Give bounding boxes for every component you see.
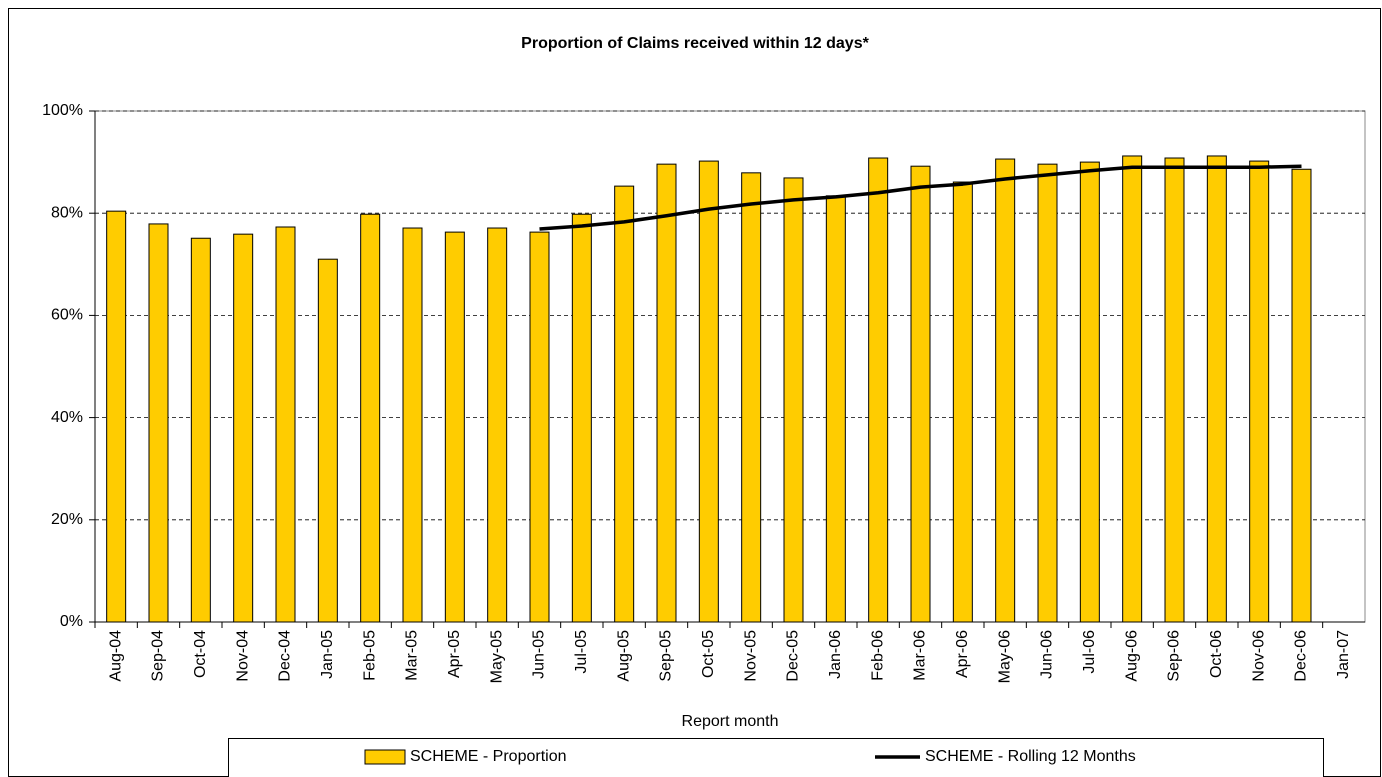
x-tick-label: Dec-04 (277, 630, 294, 682)
x-tick-label: Nov-06 (1250, 630, 1267, 682)
x-tick-label: Sep-04 (150, 630, 167, 682)
y-tick-label: 40% (51, 409, 83, 426)
legend-label: SCHEME - Proportion (410, 748, 567, 765)
x-tick-label: Jun-06 (1039, 630, 1056, 679)
y-tick-label: 20% (51, 511, 83, 528)
x-tick-label: Jul-06 (1081, 630, 1098, 674)
bar (698, 160, 719, 623)
x-tick-label: Sep-05 (658, 630, 675, 682)
x-tick-label: Feb-05 (361, 630, 378, 681)
bar (360, 213, 381, 623)
x-tick-label: Sep-06 (1166, 630, 1183, 682)
bar (868, 157, 889, 623)
x-tick-label: Oct-05 (700, 630, 717, 678)
bar (571, 213, 592, 623)
x-axis-label: Report month (682, 713, 779, 730)
bar (995, 158, 1016, 623)
x-tick-label: Dec-05 (785, 630, 802, 682)
x-tick-label: Dec-06 (1293, 630, 1310, 682)
bar (444, 231, 465, 623)
line (539, 164, 1302, 231)
x-tick-label: Oct-04 (192, 630, 209, 678)
bar (1164, 157, 1185, 623)
x-tick-label: Nov-04 (234, 630, 251, 682)
x-tick-label: May-05 (488, 630, 505, 683)
x-tick-label: Jan-06 (827, 630, 844, 679)
x-tick-label: Aug-06 (1123, 630, 1140, 682)
x-tick-label: Jan-05 (319, 630, 336, 679)
bar (825, 195, 846, 623)
bar (1122, 155, 1143, 623)
bar (614, 185, 635, 623)
x-tick-label: Apr-05 (446, 630, 463, 678)
x-tick-label: Feb-06 (869, 630, 886, 681)
x-tick-label: Jul-05 (573, 630, 590, 674)
bar (783, 177, 804, 623)
bar (741, 172, 762, 623)
bar (1291, 168, 1312, 623)
x-tick-label: Mar-06 (912, 630, 929, 681)
bar (1079, 161, 1100, 623)
bar (952, 181, 973, 623)
x-tick-label: Aug-05 (615, 630, 632, 682)
bar (910, 165, 931, 623)
y-tick-label: 100% (42, 102, 83, 119)
x-tick-label: Nov-05 (742, 630, 759, 682)
y-tick-label: 80% (51, 204, 83, 221)
x-tick-label: Aug-04 (107, 630, 124, 682)
x-tick-label: Apr-06 (954, 630, 971, 678)
x-tick-label: Mar-05 (404, 630, 421, 681)
bar (529, 231, 550, 623)
x-tick-label: Oct-06 (1208, 630, 1225, 678)
bar (148, 223, 169, 623)
bar (402, 227, 423, 623)
chart-title: Proportion of Claims received within 12 … (521, 35, 869, 52)
bar (190, 237, 211, 623)
y-tick-label: 60% (51, 307, 83, 324)
x-tick-label: Jan-07 (1335, 630, 1352, 679)
bar (1037, 163, 1058, 623)
legend-label: SCHEME - Rolling 12 Months (925, 748, 1136, 765)
bar (233, 233, 254, 623)
bar (317, 258, 338, 623)
x-tick-label: Jun-05 (531, 630, 548, 679)
y-tick-label: 0% (60, 613, 83, 630)
bar (1249, 160, 1270, 623)
bar (106, 210, 127, 623)
bar (487, 227, 508, 623)
bar (1206, 155, 1227, 623)
legend-swatch (364, 749, 406, 765)
bar (275, 226, 296, 623)
x-tick-label: May-06 (996, 630, 1013, 683)
bar (656, 163, 677, 623)
legend-box (228, 738, 1324, 777)
